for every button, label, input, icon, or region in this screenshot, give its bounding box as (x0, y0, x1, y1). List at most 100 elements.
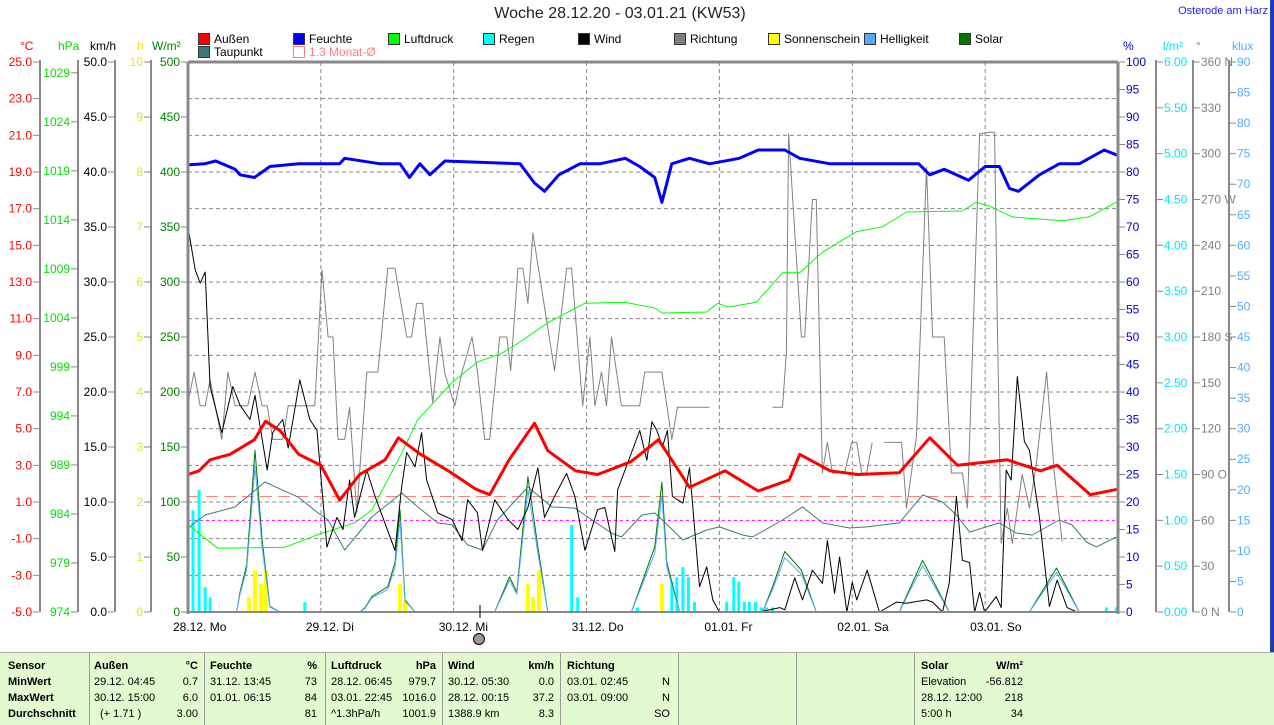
tick-label-temp: 9.0 (15, 348, 32, 362)
bar-regen (737, 581, 741, 612)
bar-sonnenschein (536, 570, 541, 612)
tick-label-lux: 5 (1237, 574, 1244, 588)
bar-regen (725, 601, 729, 612)
tick-label-lux: 80 (1237, 116, 1251, 130)
bar-regen (747, 601, 751, 612)
tick-label-hum: 100 (1126, 55, 1146, 69)
bar-regen (742, 601, 746, 612)
tick-label-hum: 25 (1126, 468, 1140, 482)
tick-label-wind: 45.0 (84, 110, 108, 124)
axis-unit-sun: h (137, 39, 144, 53)
tick-label-rain: 3.50 (1164, 284, 1188, 298)
x-tick-label: 29.12. Di (305, 620, 354, 634)
tick-label-hum: 55 (1126, 303, 1140, 317)
axis-unit-rain: l/m² (1163, 39, 1183, 53)
richtung-avg: SO (654, 708, 670, 720)
feuchte-max-time: 01.01. 06:15 (210, 692, 272, 704)
x-tick-label: 28.12. Mo (173, 620, 227, 634)
bar-sonnenschein (264, 570, 269, 612)
tick-label-dir: 150 (1201, 376, 1221, 390)
tick-label-hum: 30 (1126, 440, 1140, 454)
bar-regen (760, 607, 763, 612)
bar-regen (570, 524, 574, 612)
tick-label-sun: 3 (136, 440, 143, 454)
tick-label-solar: 200 (160, 385, 180, 399)
tick-label-wind: 0.0 (90, 605, 107, 619)
tick-label-rain: 3.00 (1164, 330, 1188, 344)
tick-label-temp: 3.0 (15, 458, 32, 472)
tick-label-wind: 35.0 (84, 220, 108, 234)
tick-label-pressure: 1004 (43, 311, 70, 325)
row-label-max: MaxWert (8, 692, 54, 704)
series-helligkeit (188, 466, 1118, 613)
aussen-avg: 3.00 (176, 708, 198, 720)
legend-swatch (674, 33, 686, 45)
wind-max-time: 28.12. 00:15 (448, 692, 510, 704)
wind-min: 0.0 (538, 676, 554, 688)
tick-label-wind: 40.0 (84, 165, 108, 179)
legend-item: Luftdruck (388, 32, 453, 46)
tick-label-pressure: 1024 (43, 115, 70, 129)
tick-label-solar: 300 (160, 275, 180, 289)
series-richtung (187, 232, 710, 514)
tick-label-sun: 10 (130, 55, 144, 69)
tick-label-lux: 10 (1237, 544, 1251, 558)
tick-label-rain: 6.00 (1164, 55, 1188, 69)
bar-regen (208, 597, 212, 612)
feuchte-avg: 81 (304, 708, 317, 720)
wind-max: 37.2 (532, 692, 554, 704)
solar-avg: 34 (1010, 708, 1023, 720)
tick-label-sun: 0 (136, 605, 143, 619)
tick-label-lux: 55 (1237, 269, 1251, 283)
tick-label-temp: 25.0 (9, 55, 33, 69)
aussen-max: 6.0 (182, 692, 198, 704)
divider (442, 653, 443, 725)
feuchte-min: 73 (304, 676, 317, 688)
axis-unit-dir: ° (1196, 39, 1201, 53)
feuchte-min-time: 31.12. 13:45 (210, 676, 272, 688)
bar-regen (303, 601, 307, 612)
solar-elevation: -56.812 (985, 676, 1023, 688)
tick-label-wind: 20.0 (84, 385, 108, 399)
legend-swatch (483, 33, 495, 45)
tick-label-wind: 30.0 (84, 275, 108, 289)
tick-label-lux: 65 (1237, 208, 1251, 222)
bar-regen (191, 510, 195, 612)
legend-swatch (198, 46, 210, 58)
solar-max: 218 (1004, 692, 1023, 704)
bar-sonnenschein (403, 600, 407, 612)
tick-label-temp: 17.0 (9, 202, 33, 216)
tick-label-hum: 20 (1126, 495, 1140, 509)
tick-label-hum: 35 (1126, 413, 1140, 427)
tick-label-lux: 85 (1237, 86, 1251, 100)
feuchte-max: 84 (304, 692, 317, 704)
wind-distance: 1388.9 km (448, 708, 500, 720)
bar-regen (1104, 607, 1108, 612)
tick-label-hum: 90 (1126, 110, 1140, 124)
series-feuchte (187, 148, 1119, 204)
tick-label-temp: 19.0 (9, 165, 33, 179)
current-time-marker-icon[interactable] (473, 633, 485, 645)
luftdruck-unit: hPa (415, 660, 436, 672)
legend-item: Außen (198, 32, 249, 46)
bar-regen (1114, 607, 1118, 612)
tick-label-dir: 360 N (1201, 55, 1233, 69)
legend-item: Feuchte (293, 32, 352, 46)
location-link[interactable]: Osterode am Harz (1178, 5, 1268, 17)
legend-item: 1.3 Monat-Ø (293, 45, 376, 59)
bar-regen (670, 581, 674, 612)
luftdruck-min: 979.7 (408, 676, 436, 688)
tick-label-rain: 0.50 (1164, 559, 1188, 573)
tick-label-lux: 90 (1237, 55, 1251, 69)
statistics-table: Sensor MinWert MaxWert Durchschnitt Auße… (0, 652, 1274, 725)
tick-label-temp: 7.0 (15, 385, 32, 399)
tick-label-pressure: 1014 (43, 213, 70, 227)
solar-elevation-label: Elevation (921, 676, 967, 688)
series-wind (187, 226, 1117, 613)
aussen-min: 0.7 (182, 676, 198, 688)
tick-label-hum: 45 (1126, 358, 1140, 372)
luftdruck-title: Luftdruck (331, 660, 382, 672)
bar-regen (675, 577, 679, 612)
tick-label-lux: 70 (1237, 177, 1251, 191)
x-tick-label: 01.01. Fr (704, 620, 753, 634)
